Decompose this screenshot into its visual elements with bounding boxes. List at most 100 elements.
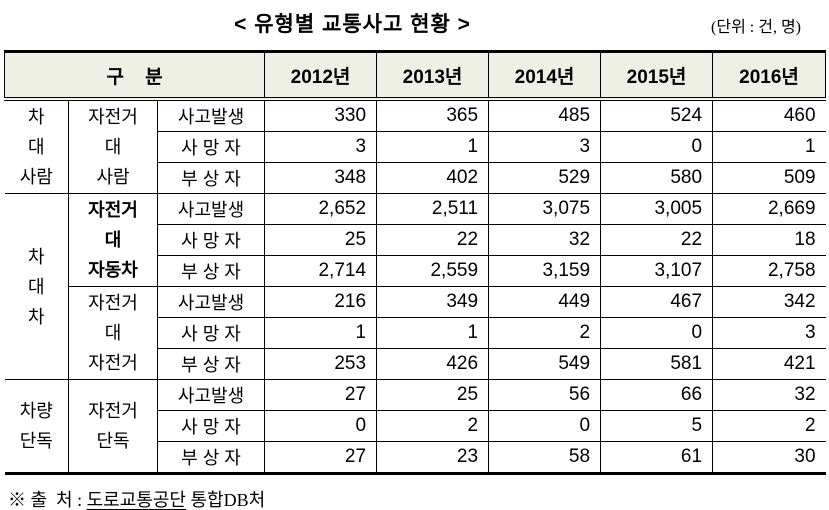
value-cell: 2 xyxy=(376,410,490,442)
value-cell: 1 xyxy=(712,131,826,163)
value-cell: 0 xyxy=(264,410,378,442)
table-row: 부 상 자 27 23 58 61 30 xyxy=(5,441,826,474)
metric-label: 사 망 자 xyxy=(156,131,266,163)
value-cell: 3 xyxy=(488,131,602,163)
source-note: ※ 출 처 : 도로교통공단 통합DB처 xyxy=(8,486,829,510)
value-cell: 2 xyxy=(712,410,826,442)
category-cell: 차량 단독 xyxy=(4,379,69,474)
value-cell: 580 xyxy=(600,162,714,194)
traffic-accident-table: 구 분 2012년 2013년 2014년 2015년 2016년 차 대 사람… xyxy=(3,50,827,475)
value-cell: 1 xyxy=(264,317,378,349)
table-row: 차량 단독 자전거 단독 사고발생 27 25 56 66 32 xyxy=(4,379,826,474)
value-cell: 22 xyxy=(600,224,714,256)
subtype-cell: 자전거 단독 xyxy=(68,379,158,474)
value-cell: 23 xyxy=(376,441,490,474)
metric-label: 사고발생 xyxy=(156,193,266,225)
value-cell: 509 xyxy=(712,162,826,194)
value-cell: 3,159 xyxy=(488,255,602,287)
value-cell: 3 xyxy=(712,317,826,349)
table-row: 자전거 대 자전거 사고발생 216 349 449 467 342 xyxy=(5,286,826,380)
metric-label: 부 상 자 xyxy=(156,441,266,474)
table-row: 사 망 자 0 2 0 5 2 xyxy=(5,410,826,442)
metric-label: 사 망 자 xyxy=(156,317,266,349)
value-cell: 61 xyxy=(600,441,714,474)
metric-label: 사 망 자 xyxy=(156,410,266,442)
table-title: < 유형별 교통사고 현황 > xyxy=(234,13,471,36)
table-row: 부 상 자 253 426 549 581 421 xyxy=(5,348,826,380)
metric-label: 사고발생 xyxy=(156,98,266,132)
value-cell: 524 xyxy=(600,98,714,132)
category-cell: 차 대 사람 xyxy=(4,98,69,194)
metric-label: 사 망 자 xyxy=(156,224,266,256)
value-cell: 253 xyxy=(264,348,378,380)
value-cell: 2,652 xyxy=(264,193,378,225)
header-year-2016: 2016년 xyxy=(712,51,827,101)
value-cell: 330 xyxy=(264,98,378,132)
metric-label: 사고발생 xyxy=(156,286,266,318)
value-cell: 18 xyxy=(712,224,826,256)
value-cell: 3,075 xyxy=(488,193,602,225)
value-cell: 22 xyxy=(376,224,490,256)
value-cell: 216 xyxy=(264,286,378,318)
unit-label: (단위 : 건, 명) xyxy=(711,19,801,36)
value-cell: 460 xyxy=(712,98,826,132)
value-cell: 365 xyxy=(376,98,490,132)
value-cell: 1 xyxy=(376,131,490,163)
value-cell: 25 xyxy=(264,224,378,256)
subtype-cell: 자전거 대 자전거 xyxy=(68,286,158,380)
value-cell: 30 xyxy=(712,441,826,474)
value-cell: 349 xyxy=(376,286,490,318)
value-cell: 426 xyxy=(376,348,490,380)
value-cell: 549 xyxy=(488,348,602,380)
value-cell: 348 xyxy=(264,162,378,194)
header-gubun: 구 분 xyxy=(3,51,266,101)
table-row: 부 상 자 2,714 2,559 3,159 3,107 2,758 xyxy=(5,255,826,287)
table-row: 차 대 사람 자전거 대 사람 사고발생 330 365 485 524 460 xyxy=(4,98,826,194)
value-cell: 0 xyxy=(600,317,714,349)
category-cell: 차 대 차 xyxy=(4,193,69,380)
header-year-2015: 2015년 xyxy=(600,51,714,101)
value-cell: 467 xyxy=(600,286,714,318)
source-name: 도로교통공단 xyxy=(86,490,186,510)
metric-label: 부 상 자 xyxy=(156,162,266,194)
value-cell: 402 xyxy=(376,162,490,194)
table-row: 사 망 자 3 1 3 0 1 xyxy=(5,131,826,163)
value-cell: 5 xyxy=(600,410,714,442)
header-row: 구 분 2012년 2013년 2014년 2015년 2016년 xyxy=(3,51,827,101)
value-cell: 2,559 xyxy=(376,255,490,287)
metric-label: 부 상 자 xyxy=(156,255,266,287)
value-cell: 3 xyxy=(264,131,378,163)
table-row: 차 대 차 자전거 대 자동차 사고발생 2,652 2,511 3,075 3… xyxy=(4,193,826,380)
subtype-cell: 자전거 대 자동차 xyxy=(68,193,158,287)
value-cell: 32 xyxy=(488,224,602,256)
value-cell: 2,714 xyxy=(264,255,378,287)
header-year-2014: 2014년 xyxy=(488,51,602,101)
value-cell: 58 xyxy=(488,441,602,474)
title-bar: < 유형별 교통사고 현황 > (단위 : 건, 명) xyxy=(0,0,829,50)
value-cell: 32 xyxy=(712,379,826,411)
source-note-prefix: ※ 출 처 : xyxy=(8,490,87,510)
value-cell: 342 xyxy=(712,286,826,318)
source-note-suffix: 통합DB처 xyxy=(185,490,266,510)
value-cell: 27 xyxy=(264,441,378,474)
value-cell: 0 xyxy=(488,410,602,442)
value-cell: 1 xyxy=(376,317,490,349)
value-cell: 449 xyxy=(488,286,602,318)
table-row: 사 망 자 25 22 32 22 18 xyxy=(5,224,826,256)
value-cell: 25 xyxy=(376,379,490,411)
value-cell: 56 xyxy=(488,379,602,411)
value-cell: 2,511 xyxy=(376,193,490,225)
value-cell: 3,107 xyxy=(600,255,714,287)
value-cell: 421 xyxy=(712,348,826,380)
value-cell: 0 xyxy=(600,131,714,163)
metric-label: 부 상 자 xyxy=(156,348,266,380)
value-cell: 529 xyxy=(488,162,602,194)
value-cell: 485 xyxy=(488,98,602,132)
value-cell: 2,669 xyxy=(712,193,826,225)
source-name-underline: 도로교통공단 xyxy=(87,490,186,510)
header-year-2013: 2013년 xyxy=(376,51,490,101)
table-row: 부 상 자 348 402 529 580 509 xyxy=(5,162,826,194)
header-year-2012: 2012년 xyxy=(264,51,378,101)
subtype-cell: 자전거 대 사람 xyxy=(68,98,158,194)
